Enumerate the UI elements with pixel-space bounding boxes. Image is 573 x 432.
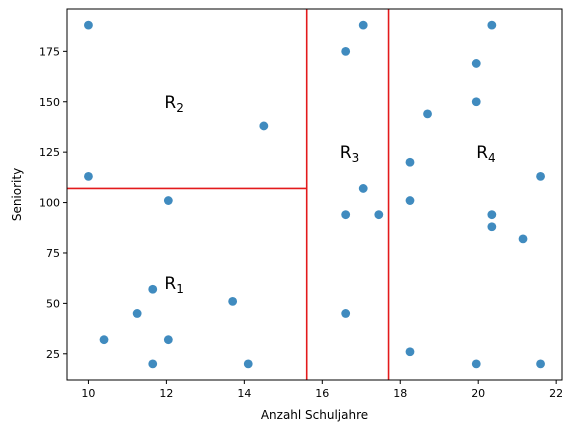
data-points [84,20,545,369]
y-tick-label: 50 [46,297,60,310]
data-point [487,20,497,30]
x-tick-label: 16 [315,387,329,400]
region-labels: R2 R1 R3 R4 [164,93,495,296]
data-point [132,309,142,318]
data-point [148,359,158,369]
x-tick-label: 18 [393,387,407,400]
data-point [536,171,545,181]
region-label: R1 [164,274,183,296]
data-point [228,296,238,306]
region-label: R3 [340,143,359,165]
x-tick-label: 12 [159,387,173,400]
data-point [518,234,528,244]
data-point [163,196,173,205]
x-tick-label: 22 [549,387,563,400]
x-tick-label: 14 [237,387,251,400]
data-point [471,359,481,369]
y-tick-label: 75 [46,247,60,260]
data-point [536,359,545,369]
y-tick-label: 25 [46,348,60,361]
y-tick-label: 175 [39,45,60,58]
data-point [405,157,415,167]
region-label: R4 [476,143,495,165]
y-tick-label: 150 [39,96,60,109]
data-point [358,184,368,193]
data-point [341,46,351,56]
data-point [487,222,497,232]
y-tick-label: 125 [39,146,60,159]
data-point [243,359,253,369]
y-axis-label: Seniority [10,168,24,221]
data-point [405,196,415,205]
data-point [471,59,481,68]
y-axis-ticks: 25 50 75 100 125 150 175 [39,45,67,361]
data-point [405,347,415,357]
data-point [374,210,384,220]
data-point [341,309,351,318]
data-point [148,284,158,294]
data-point [84,171,93,181]
x-tick-label: 20 [471,387,485,400]
data-point [487,210,497,220]
y-tick-label: 100 [39,197,60,210]
data-point [163,335,173,345]
plot-frame [66,8,563,381]
data-point [259,121,269,131]
split-lines [67,9,390,380]
data-point [471,97,481,107]
data-point [99,335,109,345]
data-point [341,210,351,220]
x-tick-label: 10 [81,387,95,400]
x-axis-label: Anzahl Schuljahre [261,408,368,422]
data-point [358,20,368,30]
data-point [84,20,93,30]
region-label: R2 [164,93,183,115]
x-axis-ticks: 10 12 14 16 18 20 22 [81,380,563,400]
data-point [423,109,432,119]
